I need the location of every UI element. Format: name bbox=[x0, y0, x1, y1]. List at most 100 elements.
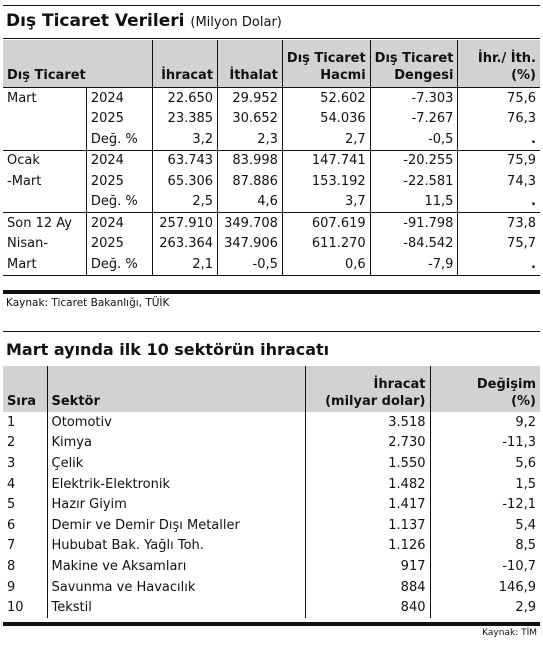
table2-source: Kaynak: TİM bbox=[482, 628, 537, 638]
table1-title: Dış Ticaret Verileri (Milyon Dolar) bbox=[6, 11, 282, 31]
group-label: Son 12 Ay bbox=[3, 212, 87, 234]
group-label: Nisan- bbox=[7, 236, 49, 252]
balance-value: -7.267 bbox=[369, 108, 458, 129]
table2-header-row: Sıra Sektör İhracat (milyar dolar) Değiş… bbox=[3, 366, 540, 412]
header-ratio: İhr./ İth. (%) bbox=[457, 40, 540, 88]
export-cell: 3.518 bbox=[304, 412, 430, 433]
group-label: Mart bbox=[3, 87, 87, 109]
header-import: İthalat bbox=[217, 40, 283, 88]
import-value: 29.952 bbox=[217, 87, 283, 109]
header-sector: Sektör bbox=[46, 366, 305, 412]
export-value: 257.910 bbox=[152, 212, 218, 234]
ratio-value: . bbox=[457, 129, 540, 150]
export-value: 23.385 bbox=[152, 108, 218, 129]
import-value: 87.886 bbox=[217, 171, 283, 192]
rank-cell: 6 bbox=[7, 517, 16, 533]
table1-unit: (Milyon Dolar) bbox=[190, 15, 282, 30]
header-balance-line1: Dış Ticaret bbox=[374, 51, 454, 66]
sector-cell: Çelik bbox=[46, 453, 305, 474]
header-change: Değişim (%) bbox=[429, 366, 540, 412]
volume-value: 54.036 bbox=[281, 108, 371, 129]
table-row: Ocak 2024 63.743 83.998 147.741 -20.255 … bbox=[3, 149, 540, 171]
header-export-line1: İhracat bbox=[373, 377, 426, 392]
period: 2025 bbox=[85, 108, 153, 129]
table-row: Mart Değ. % 2,1 -0,5 0,6 -7,9 . bbox=[3, 254, 540, 276]
volume-value: 0,6 bbox=[281, 254, 371, 276]
top-rule-2 bbox=[3, 331, 540, 332]
change-cell: 8,5 bbox=[429, 535, 540, 557]
change-cell: 9,2 bbox=[429, 412, 540, 433]
change-cell: -10,7 bbox=[429, 556, 540, 577]
period: 2024 bbox=[85, 87, 153, 109]
period: 2025 bbox=[85, 233, 153, 254]
period: 2024 bbox=[85, 212, 153, 234]
ratio-value: 73,8 bbox=[457, 212, 540, 234]
header-volume: Dış Ticaret Hacmi bbox=[281, 40, 371, 88]
group-label: Ocak bbox=[3, 149, 87, 171]
table-row: 3 Çelik 1.550 5,6 bbox=[3, 453, 540, 474]
balance-value: -84.542 bbox=[369, 233, 458, 254]
header-group: Dış Ticaret bbox=[3, 40, 153, 88]
rank-cell: 2 bbox=[7, 435, 16, 451]
balance-value: -91.798 bbox=[369, 212, 458, 234]
foreign-trade-table: Dış Ticaret İhracat İthalat Dış Ticaret … bbox=[3, 40, 540, 276]
export-cell: 2.730 bbox=[304, 432, 430, 454]
table-row: 2 Kimya 2.730 -11,3 bbox=[3, 432, 540, 454]
rank-cell: 1 bbox=[7, 414, 16, 430]
rank-cell: 5 bbox=[7, 497, 16, 513]
export-value: 65.306 bbox=[152, 171, 218, 192]
sector-exports-table: Sıra Sektör İhracat (milyar dolar) Değiş… bbox=[3, 366, 540, 618]
header-ratio-line2: (%) bbox=[511, 68, 536, 83]
sector-cell: Savunma ve Havacılık bbox=[46, 576, 305, 598]
header-balance: Dış Ticaret Dengesi bbox=[369, 40, 458, 88]
sector-cell: Demir ve Demir Dışı Metaller bbox=[46, 514, 305, 536]
volume-value: 147.741 bbox=[281, 149, 371, 171]
sector-cell: Tekstil bbox=[46, 597, 305, 618]
balance-value: -22.581 bbox=[369, 171, 458, 192]
change-cell: 5,6 bbox=[429, 453, 540, 474]
header-export: İhracat (milyar dolar) bbox=[304, 366, 430, 412]
rank-cell: 8 bbox=[7, 558, 16, 574]
table-row: 6 Demir ve Demir Dışı Metaller 1.137 5,4 bbox=[3, 514, 540, 536]
header-ratio-line1: İhr./ İth. bbox=[477, 51, 536, 66]
export-cell: 1.482 bbox=[304, 473, 430, 495]
export-cell: 917 bbox=[304, 556, 430, 577]
volume-value: 153.192 bbox=[281, 171, 371, 192]
ratio-value: . bbox=[457, 254, 540, 276]
table1-source: Kaynak: Ticaret Bakanlığı, TÜİK bbox=[6, 297, 170, 309]
table-row: Nisan- 2025 263.364 347.906 611.270 -84.… bbox=[3, 233, 540, 254]
sector-cell: Kimya bbox=[46, 432, 305, 454]
period: 2024 bbox=[85, 149, 153, 171]
table-row: 8 Makine ve Aksamları 917 -10,7 bbox=[3, 556, 540, 577]
ratio-value: 76,3 bbox=[457, 108, 540, 129]
balance-value: -20.255 bbox=[369, 149, 458, 171]
ratio-value: 75,6 bbox=[457, 87, 540, 109]
table-row: 7 Hububat Bak. Yağlı Toh. 1.126 8,5 bbox=[3, 535, 540, 557]
import-value: -0,5 bbox=[217, 254, 283, 276]
rank-cell: 9 bbox=[7, 579, 16, 595]
ratio-value: . bbox=[457, 191, 540, 213]
table1-bottom-rule bbox=[3, 290, 540, 294]
title-underline-1 bbox=[3, 38, 540, 39]
table1-title-text: Dış Ticaret Verileri bbox=[6, 11, 185, 31]
table-row: Mart 2024 22.650 29.952 52.602 -7.303 75… bbox=[3, 87, 540, 109]
group-label: -Mart bbox=[7, 173, 42, 189]
table-row: 5 Hazır Giyim 1.417 -12,1 bbox=[3, 494, 540, 515]
header-balance-line2: Dengesi bbox=[394, 68, 454, 83]
table-row: Son 12 Ay 2024 257.910 349.708 607.619 -… bbox=[3, 212, 540, 234]
sector-cell: Makine ve Aksamları bbox=[46, 556, 305, 577]
table-row: 4 Elektrik-Elektronik 1.482 1,5 bbox=[3, 473, 540, 495]
export-cell: 1.126 bbox=[304, 535, 430, 557]
import-value: 2,3 bbox=[217, 129, 283, 150]
balance-value: 11,5 bbox=[369, 191, 458, 213]
export-cell: 1.417 bbox=[304, 494, 430, 515]
export-value: 63.743 bbox=[152, 149, 218, 171]
header-change-line2: (%) bbox=[511, 394, 536, 409]
change-cell: -12,1 bbox=[429, 494, 540, 515]
sector-cell: Hazır Giyim bbox=[46, 494, 305, 515]
ratio-value: 75,9 bbox=[457, 149, 540, 171]
header-rank: Sıra bbox=[3, 366, 47, 412]
group-label: Mart bbox=[3, 254, 87, 276]
table1-header-row: Dış Ticaret İhracat İthalat Dış Ticaret … bbox=[3, 40, 540, 88]
table-row: -Mart 2025 65.306 87.886 153.192 -22.581… bbox=[3, 171, 540, 192]
